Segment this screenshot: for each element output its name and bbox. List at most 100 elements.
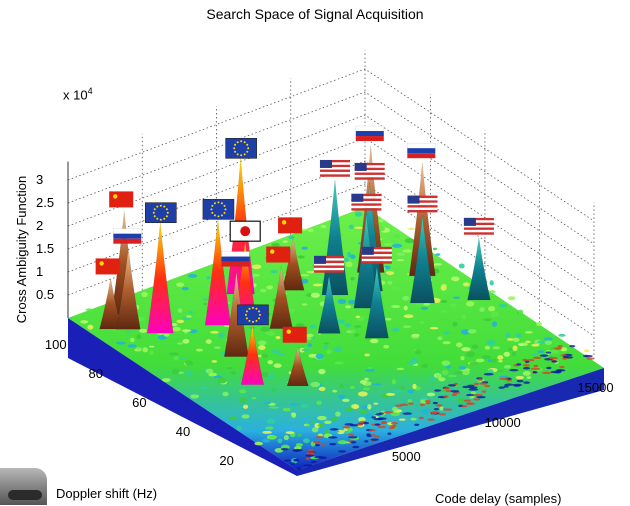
floor-noise: [310, 381, 321, 388]
floor-noise: [466, 301, 475, 307]
floor-noise: [306, 270, 316, 274]
floor-edge-noise: [314, 456, 325, 459]
floor-edge-noise: [562, 355, 569, 359]
floor-noise: [301, 246, 308, 250]
floor-edge-noise: [349, 424, 359, 427]
floor-noise: [295, 443, 303, 447]
floor-noise: [282, 240, 288, 243]
floor-edge-noise: [481, 390, 487, 393]
floor-edge-noise: [532, 371, 537, 374]
floor-edge-noise: [522, 358, 528, 362]
floor-edge-noise: [310, 460, 318, 464]
floor-noise: [227, 366, 233, 370]
floor-noise: [85, 308, 93, 311]
floor-noise: [476, 390, 482, 394]
floor-noise: [260, 288, 267, 293]
grid-z-3: [67, 114, 595, 268]
floor-noise: [273, 363, 282, 368]
floor-noise: [461, 347, 471, 352]
floor-noise: [490, 358, 497, 363]
floor-noise: [173, 356, 180, 361]
peak-russia: [224, 271, 249, 357]
floor-edge-noise: [498, 377, 509, 381]
floor-noise: [176, 282, 185, 287]
floor-noise: [470, 391, 477, 395]
floor-edge-noise: [315, 436, 323, 439]
flag-japan: [229, 220, 261, 242]
floor-noise: [295, 323, 305, 328]
floor-edge-noise: [532, 356, 542, 360]
floor-noise: [362, 387, 371, 391]
floor-edge-noise: [402, 412, 412, 415]
floor-noise: [402, 295, 410, 301]
floor-noise: [302, 438, 310, 444]
floor-noise: [378, 218, 384, 223]
floor-noise: [260, 326, 271, 332]
flag-usa: [314, 255, 345, 273]
floor-noise: [454, 371, 464, 375]
floor-noise: [391, 406, 398, 412]
peak-russia: [116, 248, 141, 330]
floor-noise: [458, 263, 465, 269]
floor-noise: [277, 438, 283, 444]
floor-noise: [289, 308, 295, 314]
floor-noise: [267, 332, 276, 336]
floor-noise: [222, 391, 229, 397]
floor-noise: [141, 291, 148, 298]
floor-noise: [419, 320, 425, 325]
floor-noise: [349, 385, 355, 390]
floor-noise: [438, 388, 448, 393]
floor-edge-noise: [377, 425, 387, 429]
flag-russia: [355, 125, 384, 142]
floor-noise: [163, 332, 170, 337]
floor-noise: [236, 425, 242, 431]
floor-noise: [210, 330, 219, 334]
floor-noise: [261, 353, 269, 358]
floor-noise: [269, 406, 280, 409]
floor-noise: [475, 358, 485, 363]
floor-noise: [185, 315, 192, 318]
floor-edge-noise: [443, 395, 449, 398]
floor-noise: [515, 375, 524, 380]
floor-noise: [264, 426, 274, 430]
z-tick-label: 0.5: [36, 287, 55, 302]
floor-edge-noise: [533, 364, 539, 368]
floor-noise: [536, 322, 542, 327]
camera-thumbnail: [0, 468, 47, 505]
floor-noise: [435, 373, 442, 379]
floor-noise: [283, 435, 289, 441]
floor-edge-noise: [468, 388, 479, 391]
floor-noise: [456, 342, 463, 348]
grid-z-1: [67, 160, 595, 314]
flag-china: [278, 217, 303, 234]
floor-edge-noise: [366, 433, 371, 436]
floor-noise: [348, 224, 354, 230]
floor-noise: [190, 394, 200, 399]
floor-noise: [354, 211, 363, 217]
floor-noise: [498, 303, 508, 308]
floor-edge-noise: [280, 448, 289, 451]
chart-title: Search Space of Signal Acquisition: [206, 6, 424, 22]
floor-noise: [384, 317, 392, 321]
floor-noise: [238, 397, 248, 403]
floor-edge-noise: [466, 393, 475, 397]
floor-noise: [490, 311, 499, 318]
z-tick-label: 1.5: [36, 241, 55, 256]
floor-noise: [471, 344, 479, 350]
floor-edge-noise: [473, 393, 483, 397]
floor-noise: [318, 386, 326, 392]
floor-noise: [285, 431, 295, 435]
floor-noise: [184, 360, 193, 366]
floor-noise: [408, 227, 415, 231]
floor-edge-noise: [363, 421, 370, 425]
floor-noise: [366, 414, 374, 418]
floor-noise: [390, 411, 401, 417]
floor-edge-noise: [477, 378, 483, 381]
floor-noise: [191, 287, 196, 290]
floor-noise: [161, 378, 171, 383]
floor-edge-noise: [296, 467, 302, 470]
floor-edge-noise: [554, 347, 563, 350]
floor-noise: [355, 315, 360, 319]
floor-noise: [267, 360, 274, 365]
floor-noise: [311, 427, 319, 433]
